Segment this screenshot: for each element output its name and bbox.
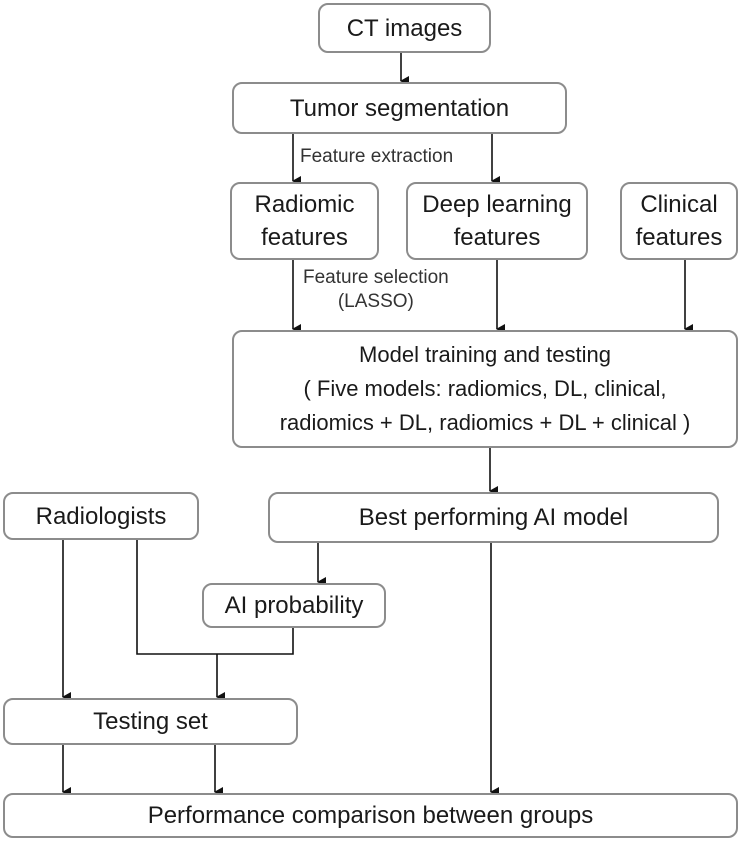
model-training-node: Model training and testing ( Five models…	[232, 330, 738, 448]
clinical-features-node: Clinical features	[620, 182, 738, 260]
tumor-segmentation-node: Tumor segmentation	[232, 82, 567, 134]
performance-comparison-label: Performance comparison between groups	[147, 802, 594, 829]
radiologists-label: Radiologists	[35, 502, 167, 530]
radiomic-features-line1: Radiomic	[254, 191, 355, 218]
deep-learning-features-line1: Deep learning	[422, 191, 572, 218]
model-training-line3: radiomics + DL, radiomics + DL + clinica…	[279, 410, 691, 435]
testing-set-node: Testing set	[3, 698, 298, 745]
testing-set-label: Testing set	[93, 708, 208, 735]
best-model-node: Best performing AI model	[268, 492, 719, 543]
radiomic-features-line2: features	[261, 224, 348, 251]
deep-learning-features-line2: features	[453, 224, 541, 251]
radiomic-features-node: Radiomic features	[230, 182, 379, 260]
deep-learning-features-node: Deep learning features	[406, 182, 588, 260]
feature-extraction-label: Feature extraction	[300, 146, 454, 167]
tumor-segmentation-label: Tumor segmentation	[289, 94, 510, 122]
ai-probability-label: AI probability	[224, 592, 364, 619]
model-training-line2: ( Five models: radiomics, DL, clinical,	[303, 376, 667, 401]
feature-selection-line1: Feature selection	[303, 267, 449, 288]
feature-selection-label: Feature selection (LASSO)	[303, 266, 449, 314]
ai-probability-node: AI probability	[202, 583, 386, 628]
feature-selection-line2: (LASSO)	[337, 291, 414, 312]
best-model-label: Best performing AI model	[358, 504, 629, 531]
ct-images-label: CT images	[346, 14, 463, 42]
ct-images-node: CT images	[318, 3, 491, 53]
clinical-features-line1: Clinical	[640, 191, 718, 218]
radiologists-node: Radiologists	[3, 492, 199, 540]
line-radiologists-merge	[136, 539, 294, 655]
model-training-title: Model training and testing	[359, 342, 611, 367]
performance-comparison-node: Performance comparison between groups	[3, 793, 738, 838]
clinical-features-line2: features	[635, 224, 723, 251]
